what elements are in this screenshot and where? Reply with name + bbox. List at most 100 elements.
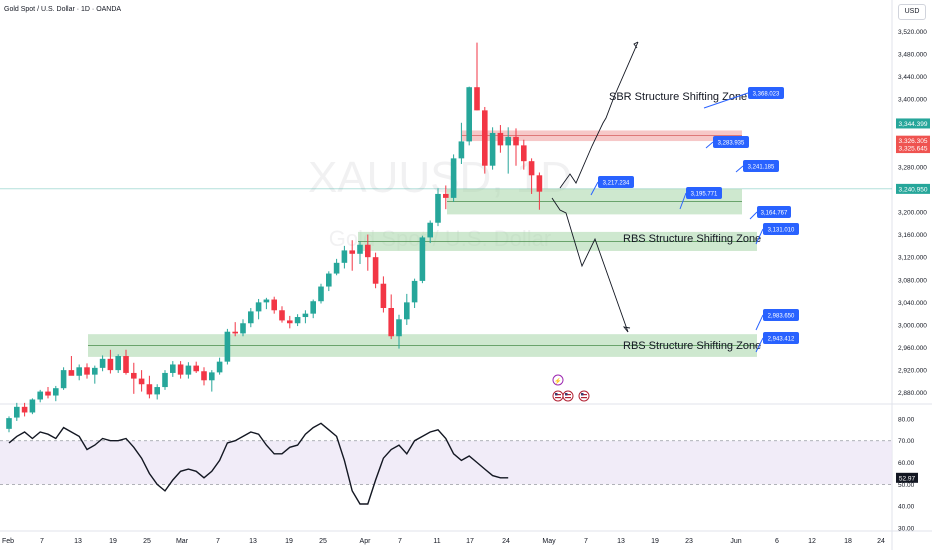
time-tick-label: 7: [40, 538, 44, 545]
us-flag-icon: [552, 390, 564, 402]
time-tick-label: 25: [319, 538, 327, 545]
price-tick-label: 3,040.000: [898, 300, 927, 307]
price-tick-label: 3,120.000: [898, 255, 927, 262]
candle-body: [466, 87, 472, 142]
candle-body: [37, 391, 43, 400]
price-label-box: [896, 118, 930, 129]
candle-body: [232, 331, 238, 334]
chart-title: Gold Spot / U.S. Dollar · 1D · OANDA: [4, 6, 122, 13]
callout-label: 2,943.412: [768, 337, 795, 343]
time-tick-label: 25: [143, 538, 151, 545]
callout-box: [763, 309, 799, 321]
callout-label: 3,131.010: [768, 228, 795, 234]
price-axis[interactable]: 3,520.0003,480.0003,440.0003,400.0003,36…: [896, 29, 930, 533]
time-tick-label: 24: [502, 538, 510, 545]
candle-body: [279, 310, 285, 321]
lightning-icon: [552, 374, 564, 386]
callout-label: 3,164.767: [761, 211, 788, 217]
flag-stripe: [555, 394, 561, 396]
price-label-text: 3,344.399: [899, 121, 928, 128]
candle-body: [123, 356, 129, 373]
time-axis[interactable]: Feb 7 13 19 25 Mar 7 13 19 25 Apr 7 11 17 24 May 7 13 19 23…: [2, 538, 885, 545]
candle-body: [193, 365, 199, 372]
candle-body: [255, 302, 262, 312]
candle-body: [92, 367, 98, 375]
time-tick-label: 19: [651, 538, 659, 545]
time-tick-label: 17: [466, 538, 474, 545]
candle-body: [154, 387, 160, 395]
price-tick-label: 3,520.000: [898, 29, 927, 36]
callout-leader: [679, 192, 687, 210]
callout-leader: [755, 337, 764, 353]
price-label-box: [896, 183, 930, 194]
candle-body: [294, 317, 301, 324]
price-label-box: [896, 143, 930, 154]
flag-stripe: [565, 397, 571, 399]
flag-canton: [555, 393, 558, 396]
callout-box: [686, 187, 722, 199]
time-tick-label: May: [542, 538, 556, 545]
time-tick-label: 6: [775, 538, 779, 545]
rsi-value-label: 52.97: [899, 475, 916, 482]
candle-body: [474, 87, 480, 111]
rsi-band: [0, 440, 892, 485]
candle-body: [536, 175, 543, 192]
time-tick-label: Mar: [176, 538, 189, 545]
time-tick-label: Apr: [360, 538, 372, 545]
time-tick-label: 12: [808, 538, 816, 545]
callout-leader: [749, 211, 758, 220]
time-tick-label: 7: [216, 538, 220, 545]
callout-leader: [590, 181, 599, 196]
candle-body: [240, 323, 246, 334]
time-tick-label: 13: [617, 538, 625, 545]
candle-body: [138, 378, 145, 385]
candle-body: [53, 388, 59, 396]
candle-body: [372, 257, 379, 284]
candle-body: [170, 364, 176, 373]
currency-selector[interactable]: USD: [898, 4, 926, 20]
time-tick-label: 13: [249, 538, 257, 545]
candle-body: [29, 399, 36, 413]
time-tick-label: 19: [109, 538, 117, 545]
candles: [6, 42, 543, 433]
price-label-box: [896, 135, 930, 146]
time-tick-label: Jun: [730, 538, 741, 545]
candle-body: [263, 299, 270, 303]
event-icons: ⚡: [552, 374, 590, 402]
price-tick-label: 3,160.000: [898, 232, 927, 239]
candle-body: [302, 313, 309, 318]
rsi-tick-label: 60.00: [898, 460, 915, 467]
candle-body: [201, 371, 207, 381]
candle-body: [162, 372, 168, 388]
price-label-text: 3,240.950: [899, 186, 928, 193]
flag-stripe: [581, 394, 587, 396]
candle-body: [357, 244, 363, 254]
candle-body: [427, 222, 433, 238]
callout-box: [598, 176, 634, 188]
bearish-projection: [551, 197, 629, 333]
candle-body: [216, 361, 223, 373]
callout-label: 2,983.650: [768, 314, 795, 320]
callout-box: [748, 87, 784, 99]
price-tick-label: 3,440.000: [898, 74, 927, 81]
flag-canton: [581, 393, 584, 396]
callout-leader: [755, 228, 764, 245]
candle-body: [248, 311, 254, 324]
candle-body: [380, 283, 387, 308]
candle-body: [333, 262, 340, 274]
time-tick-label: 13: [74, 538, 82, 545]
price-label-text: 3,325.645: [899, 146, 928, 153]
rsi-tick-label: 80.00: [898, 416, 915, 423]
candle-body: [443, 193, 449, 198]
callout-box: [763, 223, 799, 235]
rsi-line: [8, 422, 509, 505]
price-tick-label: 3,000.000: [898, 322, 927, 329]
callouts: 3,368.023 3,283.935 3,241.185 3,217.234 3,19…: [590, 87, 799, 353]
price-label-text: 3,326.305: [899, 138, 928, 145]
callout-label: 3,241.185: [748, 165, 775, 171]
lightning-glyph: ⚡: [554, 377, 561, 385]
price-tick-label: 2,920.000: [898, 368, 927, 375]
callout-leader: [703, 92, 749, 109]
candle-body: [318, 286, 324, 302]
